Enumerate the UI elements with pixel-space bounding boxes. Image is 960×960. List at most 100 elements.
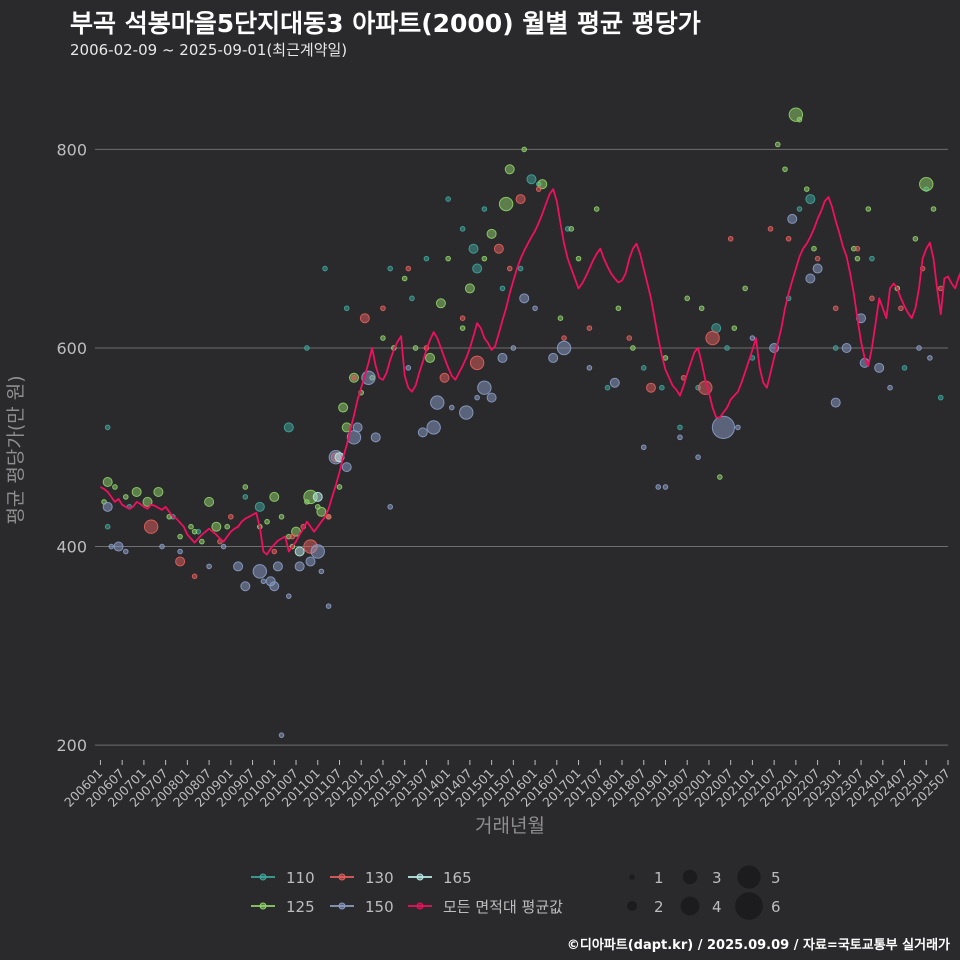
legend-label: 모든 면적대 평균값 [443,898,563,916]
data-point [352,422,363,433]
data-point [645,382,656,393]
data-point [912,235,919,242]
data-point [409,295,415,302]
data-point [102,477,113,488]
data-point [521,146,528,153]
data-point [294,561,305,572]
data-point [517,265,524,272]
data-point [626,335,633,341]
data-point [459,325,466,331]
legend-swatch-dot [259,873,267,881]
data-point [104,523,111,530]
data-point [387,504,393,510]
data-point [930,206,937,212]
data-point [310,544,325,559]
data-point [735,424,741,431]
gridlines [95,148,948,746]
chart-subtitle: 2006-02-09 ~ 2025-09-01(최근계약일) [70,41,348,59]
data-point [504,164,515,175]
legend-label: 150 [365,898,394,916]
data-point [405,265,412,272]
data-point [901,365,908,371]
data-point [380,305,386,312]
data-point [113,541,124,552]
y-tick-label: 400 [56,538,87,557]
series-165 [294,452,345,557]
data-point [662,484,669,490]
data-point [177,548,183,555]
size-legend-item: 5 [737,865,781,889]
data-point [548,352,559,363]
chart-title: 부곡 석봉마을5단지대동3 아파트(2000) 월별 평균 평당가 [70,9,701,38]
legend-swatch-dot [416,902,424,910]
data-point [630,345,636,351]
data-point [242,484,249,490]
data-point [142,496,153,507]
data-point [412,345,419,351]
data-point [351,374,357,381]
data-point [233,561,244,572]
legend-item-110: 110 [251,869,315,887]
size-legend-dot [682,869,698,885]
data-point [677,424,683,431]
data-point [519,293,530,304]
data-point [586,325,593,331]
series-130 [143,186,944,580]
y-tick-label: 800 [56,140,87,159]
data-point [439,372,450,383]
data-point [865,206,872,212]
data-point [841,342,852,353]
data-point [749,335,756,341]
data-point [796,116,803,123]
data-point [711,415,736,440]
data-point [224,523,231,530]
data-point [204,496,215,507]
data-point [469,355,485,371]
data-point [731,325,738,331]
size-legend-item: 6 [735,892,781,920]
data-point [609,377,620,388]
data-point [493,243,504,254]
size-legend-dot [627,901,637,911]
data-point [289,533,296,540]
data-point [122,548,129,555]
data-point [177,533,183,540]
data-point [803,186,810,192]
data-point [228,513,234,520]
data-point [677,434,683,441]
data-point [874,362,885,373]
data-point [604,384,611,391]
size-legend-item: 1 [629,869,664,887]
legend-item-130: 130 [330,869,394,887]
data-point [832,305,839,312]
data-point [830,397,841,408]
data-point [359,313,370,324]
data-point [260,578,267,585]
legend: 110 125 130 150 165 모든 면적대 평균값 1 2 3 4 5 6 [251,865,781,920]
legend-label: 165 [443,869,472,887]
data-point [927,355,933,361]
size-legend-label: 1 [654,869,664,887]
y-tick-label: 200 [56,736,87,755]
data-point [662,355,669,361]
data-point [283,422,294,433]
data-point [499,285,506,292]
legend-item-165: 165 [408,869,472,887]
size-legend-dot [680,896,700,916]
data-point [341,462,352,473]
data-point [343,305,350,312]
legend-item-모든 면적대 평균값: 모든 면적대 평균값 [408,898,563,916]
data-point [805,273,816,284]
data-point [869,255,875,262]
data-point [254,501,265,512]
data-point [370,432,381,443]
data-point [698,305,705,312]
data-point [464,283,475,294]
data-point [304,345,310,351]
data-point [305,556,316,567]
data-point [785,235,792,242]
data-point [916,345,922,351]
data-point [556,340,572,356]
data-point [481,206,488,212]
data-point [417,427,428,438]
